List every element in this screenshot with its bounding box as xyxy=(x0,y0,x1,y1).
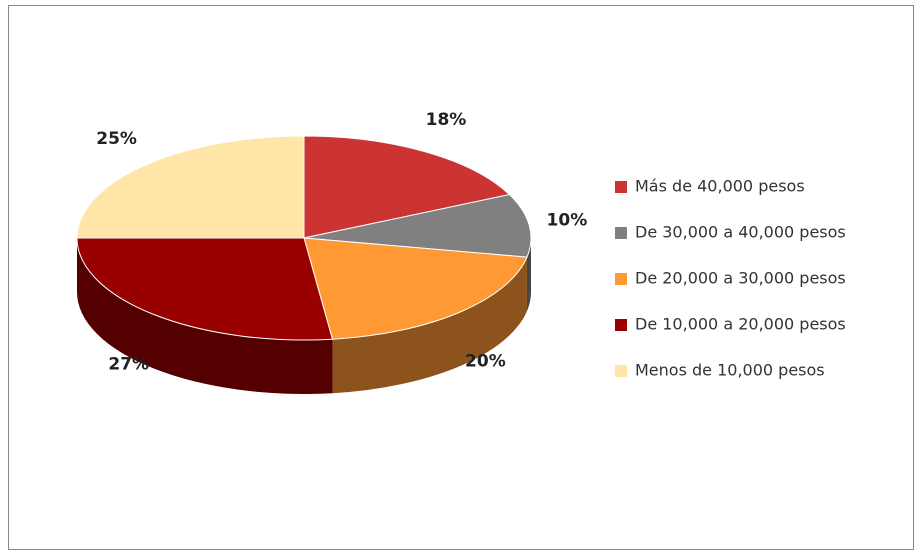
slice xyxy=(303,194,532,258)
slice-side xyxy=(77,238,333,394)
slice xyxy=(76,135,305,239)
slice xyxy=(303,237,528,340)
legend-swatch xyxy=(615,319,627,331)
legend-swatch xyxy=(615,273,627,285)
data-label: 18% xyxy=(426,110,467,130)
data-label: 10% xyxy=(547,210,588,230)
data-label: 25% xyxy=(96,129,137,149)
legend-label: Más de 40,000 pesos xyxy=(635,177,805,196)
legend-label: De 10,000 a 20,000 pesos xyxy=(635,315,846,334)
slice-side xyxy=(526,238,531,312)
data-label: 27% xyxy=(108,355,149,375)
legend-label: De 20,000 a 30,000 pesos xyxy=(635,269,846,288)
legend-label: Menos de 10,000 pesos xyxy=(635,361,825,380)
slice-side xyxy=(332,257,527,394)
slice xyxy=(76,237,334,341)
slice xyxy=(303,135,511,239)
legend-swatch xyxy=(615,365,627,377)
legend-label: De 30,000 a 40,000 pesos xyxy=(635,223,846,242)
legend-swatch xyxy=(615,181,627,193)
legend-swatch xyxy=(615,227,627,239)
data-label: 20% xyxy=(465,352,506,372)
